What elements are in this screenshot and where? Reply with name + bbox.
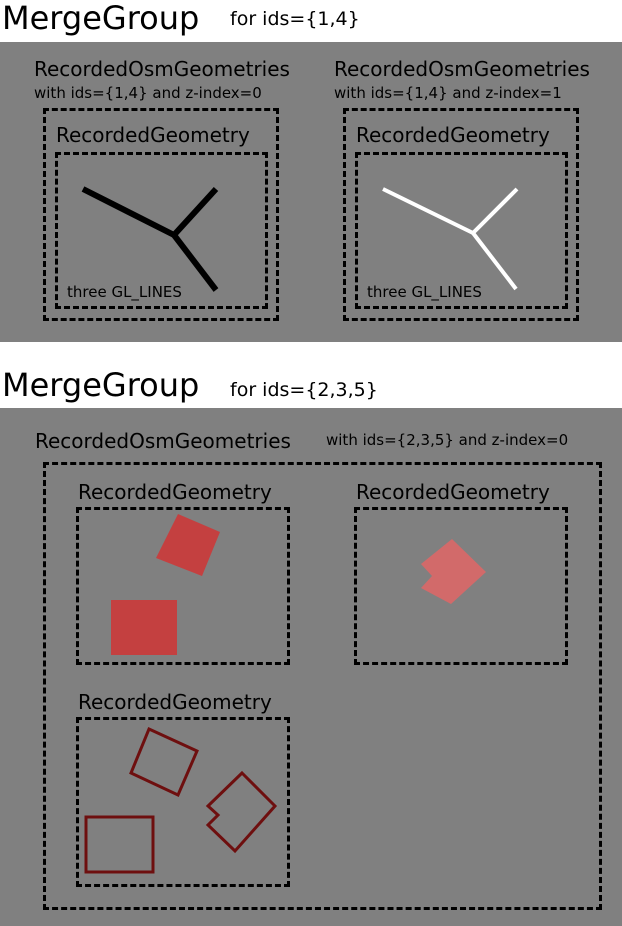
white-lines-shape (382, 187, 519, 291)
osm-geometries-left-title: RecordedOsmGeometries (34, 57, 290, 81)
osm-geometries-2-title: RecordedOsmGeometries (35, 429, 291, 453)
recorded-geometry-right-note: three GL_LINES (367, 283, 482, 301)
osm-geometries-right-subtitle: with ids={1,4} and z-index=1 (334, 84, 562, 102)
recorded-geometry-right-box (355, 152, 568, 309)
mergegroup-2-panel (0, 408, 622, 926)
mergegroup-1-ids-label: for ids={1,4} (230, 8, 360, 30)
mergegroup-2-ids-label: for ids={2,3,5} (230, 379, 378, 401)
recorded-geometry-a-box (76, 507, 290, 665)
osm-geometries-2-box (43, 462, 602, 910)
osm-geometries-left-box (43, 108, 279, 321)
mergegroup-1-title: MergeGroup (2, 0, 200, 37)
outlined-tilted-square (129, 726, 199, 798)
osm-geometries-2-subtitle: with ids={2,3,5} and z-index=0 (326, 431, 569, 449)
recorded-geometry-left-note: three GL_LINES (67, 283, 182, 301)
outlined-notched-square (205, 770, 278, 854)
recorded-geometry-a-title: RecordedGeometry (78, 480, 272, 504)
filled-tilted-square (156, 514, 220, 576)
osm-geometries-right-title: RecordedOsmGeometries (334, 57, 590, 81)
recorded-geometry-left-title: RecordedGeometry (56, 123, 250, 147)
outline-shapes (84, 726, 278, 874)
filled-square (111, 600, 177, 655)
black-lines-shape (81, 186, 219, 292)
recorded-geometry-c-box (76, 717, 290, 887)
recorded-geometry-b-box (354, 507, 568, 665)
mergegroup-2-title: MergeGroup (2, 366, 200, 404)
recorded-geometry-right-title: RecordedGeometry (356, 123, 550, 147)
recorded-geometry-c-title: RecordedGeometry (78, 690, 272, 714)
recorded-geometry-b-title: RecordedGeometry (356, 480, 550, 504)
osm-geometries-left-subtitle: with ids={1,4} and z-index=0 (34, 84, 262, 102)
osm-geometries-right-box (343, 108, 579, 321)
outlined-square (84, 815, 155, 874)
mergegroup-1-panel (0, 42, 622, 342)
light-filled-notched-square (421, 539, 486, 604)
recorded-geometry-left-box (55, 152, 268, 309)
